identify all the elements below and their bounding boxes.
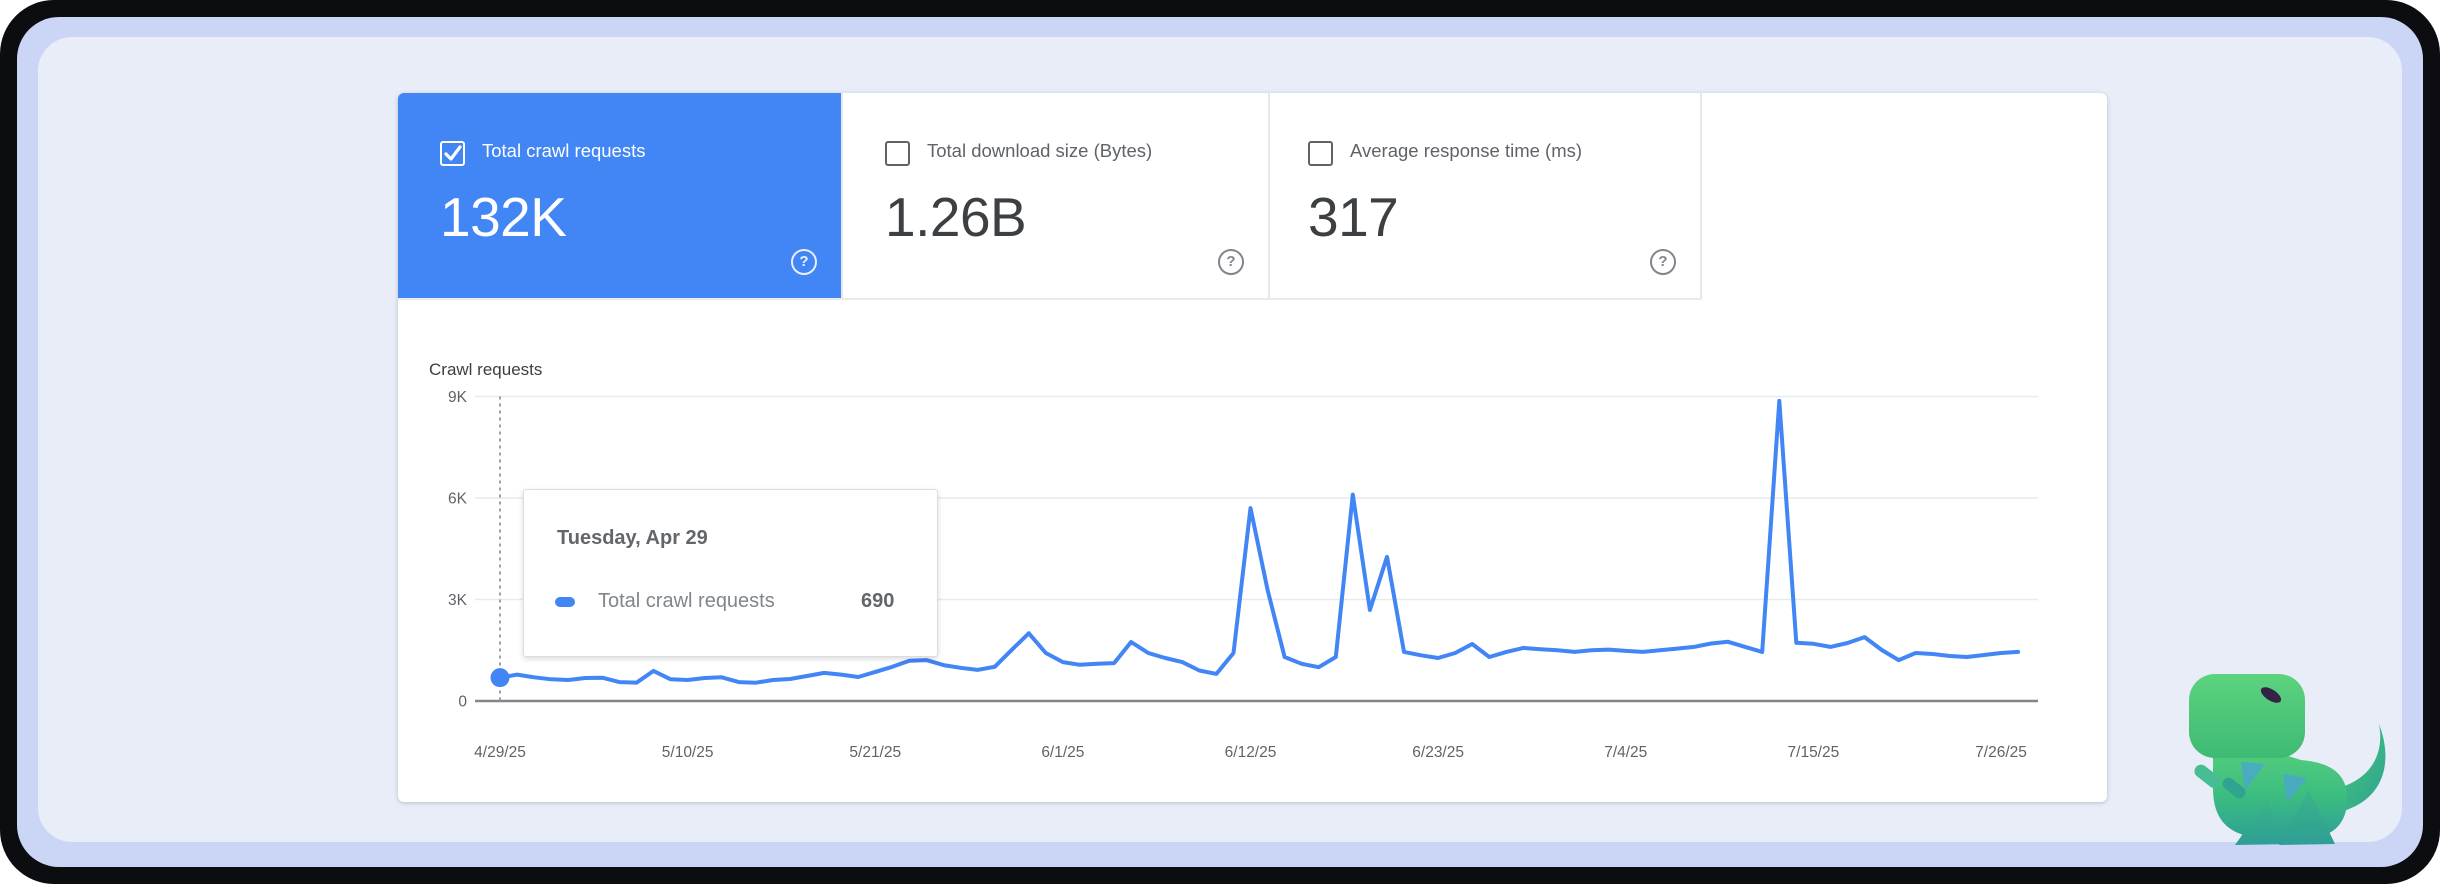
x-tick-label: 6/23/25 [1412, 744, 1464, 761]
metric-card-total-crawl-requests[interactable]: Total crawl requests 132K ? [398, 93, 841, 300]
chart-tooltip: Tuesday, Apr 29 Total crawl requests 690 [523, 489, 938, 657]
x-tick-label: 7/4/25 [1604, 744, 1647, 761]
x-tick-label: 6/1/25 [1041, 744, 1084, 761]
y-tick-label: 3K [448, 592, 468, 609]
metrics-bottom-border [398, 298, 1702, 300]
checkbox-checked-icon[interactable] [440, 141, 465, 166]
help-icon[interactable]: ? [1218, 249, 1244, 275]
chart-title: Crawl requests [429, 360, 543, 379]
series-marker-icon [555, 597, 575, 607]
metric-card-average-response-time[interactable]: Average response time (ms) 317 ? [1270, 93, 1700, 300]
chart-line [498, 398, 2021, 685]
metric-value: 1.26B [885, 186, 1027, 248]
metric-divider [1700, 93, 1702, 300]
crawl-stats-card: Total crawl requests 132K ? Total downlo… [398, 93, 2107, 802]
y-tick-label: 6K [448, 491, 468, 508]
metric-value: 132K [440, 186, 567, 248]
x-tick-label: 5/10/25 [662, 744, 714, 761]
metric-value: 317 [1308, 186, 1399, 248]
y-tick-label: 0 [458, 694, 467, 711]
metric-label: Total crawl requests [482, 140, 646, 161]
x-tick-label: 7/26/25 [1975, 744, 2027, 761]
x-tick-label: 4/29/25 [474, 744, 526, 761]
x-tick-label: 5/21/25 [849, 744, 901, 761]
dino-mascot-icon [2189, 674, 2386, 845]
metric-label: Average response time (ms) [1350, 140, 1583, 161]
y-tick-label: 9K [448, 389, 468, 406]
tooltip-value: 690 [861, 590, 895, 612]
metric-divider [841, 93, 843, 300]
checkbox-unchecked-icon[interactable] [1308, 141, 1333, 166]
help-icon[interactable]: ? [1650, 249, 1676, 275]
help-icon[interactable]: ? [791, 249, 817, 275]
x-tick-label: 6/12/25 [1225, 744, 1277, 761]
metric-label: Total download size (Bytes) [927, 140, 1153, 161]
selected-point-dot [490, 668, 510, 688]
tooltip-date: Tuesday, Apr 29 [557, 527, 708, 549]
metric-card-total-download-size[interactable]: Total download size (Bytes) 1.26B ? [843, 93, 1268, 300]
checkbox-unchecked-icon[interactable] [885, 141, 910, 166]
tooltip-series-label: Total crawl requests [598, 590, 775, 612]
metric-divider [1268, 93, 1270, 300]
x-tick-label: 7/15/25 [1788, 744, 1840, 761]
